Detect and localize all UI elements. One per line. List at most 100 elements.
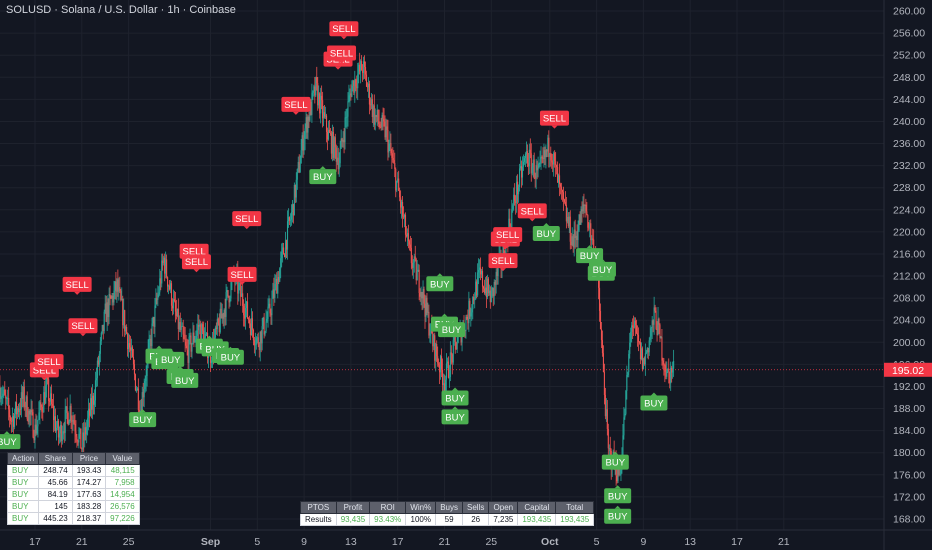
candle-body (36, 426, 38, 434)
candle-body (307, 116, 309, 133)
y-tick-label: 260.00 (893, 6, 925, 18)
candle-body (216, 318, 218, 330)
candle-body (422, 288, 424, 299)
candle-body (583, 204, 585, 206)
candle-body (278, 277, 280, 282)
signal-label: BUY (161, 355, 181, 366)
candle-body (316, 77, 318, 84)
candle-body (477, 272, 479, 296)
y-tick-label: 204.00 (893, 315, 925, 327)
candle-body (336, 157, 338, 162)
candle-body (252, 329, 254, 341)
candle-body (123, 310, 125, 326)
candle-body (568, 216, 570, 227)
trade-action: BUY (6, 488, 40, 501)
candle-body (52, 405, 55, 421)
candle-body (641, 348, 643, 370)
candle-body (247, 318, 250, 320)
candle-body (38, 412, 40, 420)
candle-body (457, 332, 459, 343)
candle-body (479, 267, 481, 270)
signal-box (539, 110, 569, 126)
candle-body (559, 184, 562, 187)
candle-body (638, 341, 641, 343)
candle-body (659, 324, 661, 339)
candle-body (639, 342, 642, 360)
sell-signal: SELL (327, 45, 357, 64)
candle-body (524, 154, 526, 159)
candle-body (482, 286, 485, 289)
candle-body (189, 335, 191, 337)
candle-body (40, 402, 42, 407)
candle-body (630, 331, 632, 343)
candle-body (176, 308, 178, 316)
summary-cell: 100% (405, 513, 437, 526)
y-tick-label: 244.00 (893, 94, 925, 106)
trade-row: BUY 145 183.28 26,576 (6, 500, 140, 513)
candle-body (28, 410, 30, 422)
candle-body (553, 153, 555, 165)
candle-body (664, 365, 666, 372)
signal-label: SELL (491, 256, 514, 267)
trade-action: BUY (6, 476, 40, 489)
candle-body (333, 137, 335, 158)
candle-body (188, 336, 190, 363)
candle-body (7, 398, 9, 399)
candle-body (77, 440, 79, 443)
candle-body (515, 201, 517, 203)
candle-body (91, 395, 94, 410)
candle-body (128, 343, 130, 350)
candle-body (245, 307, 247, 319)
signal-label: SELL (332, 24, 355, 35)
candle-body (561, 189, 564, 193)
candle-body (377, 109, 379, 122)
candle-body (199, 324, 201, 327)
candle-body (265, 321, 267, 332)
candle-body (520, 166, 523, 178)
candle-body (427, 311, 429, 313)
candle-body (100, 332, 102, 342)
candle-body (539, 159, 541, 165)
candle-body (609, 447, 611, 451)
candle-body (214, 327, 216, 338)
candle-body (337, 157, 339, 170)
candle-body (552, 162, 554, 165)
candle-body (120, 290, 122, 301)
candle-body (406, 233, 408, 237)
signal-box (604, 508, 632, 524)
candle-body (60, 425, 62, 442)
candle-body (201, 324, 203, 342)
candle-body (481, 270, 484, 287)
candle-body (74, 423, 76, 432)
signal-box (604, 488, 632, 504)
candle-body (320, 95, 322, 114)
signal-label: BUY (608, 512, 628, 523)
candle-body (602, 353, 604, 373)
signal-box (493, 227, 523, 243)
candle-body (215, 327, 217, 330)
candle-body (313, 86, 315, 92)
candle-body (203, 330, 205, 347)
candle-body (425, 297, 427, 317)
candle-body (240, 282, 242, 297)
candle-body (118, 287, 120, 292)
candle-body (69, 405, 71, 421)
buy-signal: BUY (426, 273, 454, 292)
signal-pointer (614, 505, 621, 509)
candle-body (658, 318, 660, 325)
candle-body (282, 247, 284, 252)
summary-col-header: Buys (435, 501, 463, 514)
candle-body (110, 296, 112, 299)
buy-signal: BUY (576, 245, 604, 264)
signal-label: BUY (644, 399, 664, 410)
candle-body (417, 269, 419, 272)
signal-box (157, 351, 185, 367)
candle-body (386, 126, 388, 130)
candle-body (623, 417, 625, 436)
buy-signal: BUY (640, 392, 668, 411)
candle-body (338, 163, 340, 170)
candle-body (206, 332, 208, 334)
trade-row: BUY 248.74 193.43 48,115 (6, 464, 140, 477)
